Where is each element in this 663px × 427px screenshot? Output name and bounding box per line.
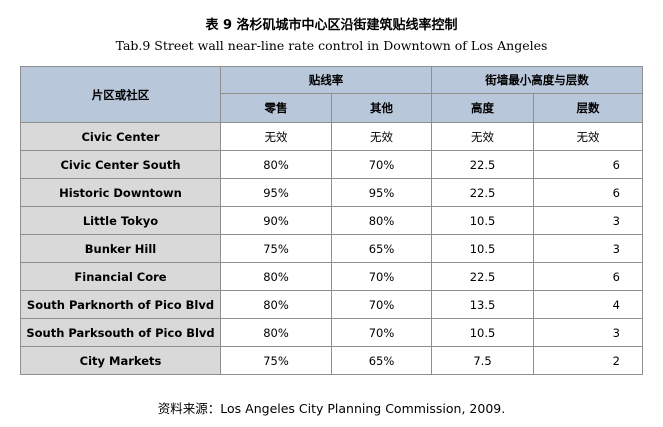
min-height: 10.5: [431, 234, 534, 263]
other-rate: 65%: [331, 234, 432, 263]
source-note: 资料来源：Los Angeles City Planning Commissio…: [157, 401, 506, 416]
header-height: 高度: [431, 93, 534, 123]
floor-count: 4: [533, 290, 643, 319]
retail-rate: 75%: [220, 234, 332, 263]
retail-rate: 80%: [220, 318, 332, 347]
min-height: 22.5: [431, 262, 534, 291]
table-row: Civic Center South 80% 70% 22.5 6: [20, 150, 643, 179]
header-area: 片区或社区: [20, 66, 221, 123]
min-height: 22.5: [431, 150, 534, 179]
table-row: Financial Core 80% 70% 22.5 6: [20, 262, 643, 291]
min-height: 22.5: [431, 178, 534, 207]
area-name: City Markets: [20, 346, 221, 375]
table-row: South Parksouth of Pico Blvd 80% 70% 10.…: [20, 318, 643, 347]
other-rate: 80%: [331, 206, 432, 235]
area-name: Little Tokyo: [20, 206, 221, 235]
floor-count: 无效: [533, 122, 643, 151]
other-rate: 65%: [331, 346, 432, 375]
area-name: Bunker Hill: [20, 234, 221, 263]
table-row: Civic Center 无效 无效 无效 无效: [20, 122, 643, 151]
retail-rate: 90%: [220, 206, 332, 235]
table-row: Bunker Hill 75% 65% 10.5 3: [20, 234, 643, 263]
other-rate: 95%: [331, 178, 432, 207]
retail-rate: 无效: [220, 122, 332, 151]
floor-count: 3: [533, 318, 643, 347]
table-row: City Markets 75% 65% 7.5 2: [20, 346, 643, 375]
min-height: 10.5: [431, 318, 534, 347]
header-min-height-floors: 街墙最小高度与层数: [431, 66, 643, 94]
area-name: South Parksouth of Pico Blvd: [20, 318, 221, 347]
floor-count: 6: [533, 150, 643, 179]
header-retail: 零售: [220, 93, 332, 123]
other-rate: 70%: [331, 150, 432, 179]
other-rate: 70%: [331, 318, 432, 347]
min-height: 无效: [431, 122, 534, 151]
table-row: Historic Downtown 95% 95% 22.5 6: [20, 178, 643, 207]
header-floors: 层数: [533, 93, 643, 123]
header-near-line-rate: 贴线率: [220, 66, 432, 94]
area-name: Historic Downtown: [20, 178, 221, 207]
area-name: Civic Center: [20, 122, 221, 151]
floor-count: 6: [533, 262, 643, 291]
area-name: Civic Center South: [20, 150, 221, 179]
area-name: South Parknorth of Pico Blvd: [20, 290, 221, 319]
floor-count: 3: [533, 234, 643, 263]
table-title-cn: 表 9 洛杉矶城市中心区沿街建筑贴线率控制: [205, 18, 458, 33]
retail-rate: 75%: [220, 346, 332, 375]
table-title-en: Tab.9 Street wall near-line rate control…: [115, 38, 548, 53]
area-name: Financial Core: [20, 262, 221, 291]
min-height: 10.5: [431, 206, 534, 235]
header-other: 其他: [331, 93, 432, 123]
other-rate: 无效: [331, 122, 432, 151]
retail-rate: 80%: [220, 262, 332, 291]
retail-rate: 80%: [220, 150, 332, 179]
retail-rate: 95%: [220, 178, 332, 207]
floor-count: 3: [533, 206, 643, 235]
street-wall-rate-table: 片区或社区 贴线率 街墙最小高度与层数 零售 其他 高度 层数 Civic Ce…: [20, 66, 643, 375]
retail-rate: 80%: [220, 290, 332, 319]
min-height: 13.5: [431, 290, 534, 319]
table-row: South Parknorth of Pico Blvd 80% 70% 13.…: [20, 290, 643, 319]
other-rate: 70%: [331, 262, 432, 291]
floor-count: 6: [533, 178, 643, 207]
floor-count: 2: [533, 346, 643, 375]
other-rate: 70%: [331, 290, 432, 319]
table-row: Little Tokyo 90% 80% 10.5 3: [20, 206, 643, 235]
min-height: 7.5: [431, 346, 534, 375]
